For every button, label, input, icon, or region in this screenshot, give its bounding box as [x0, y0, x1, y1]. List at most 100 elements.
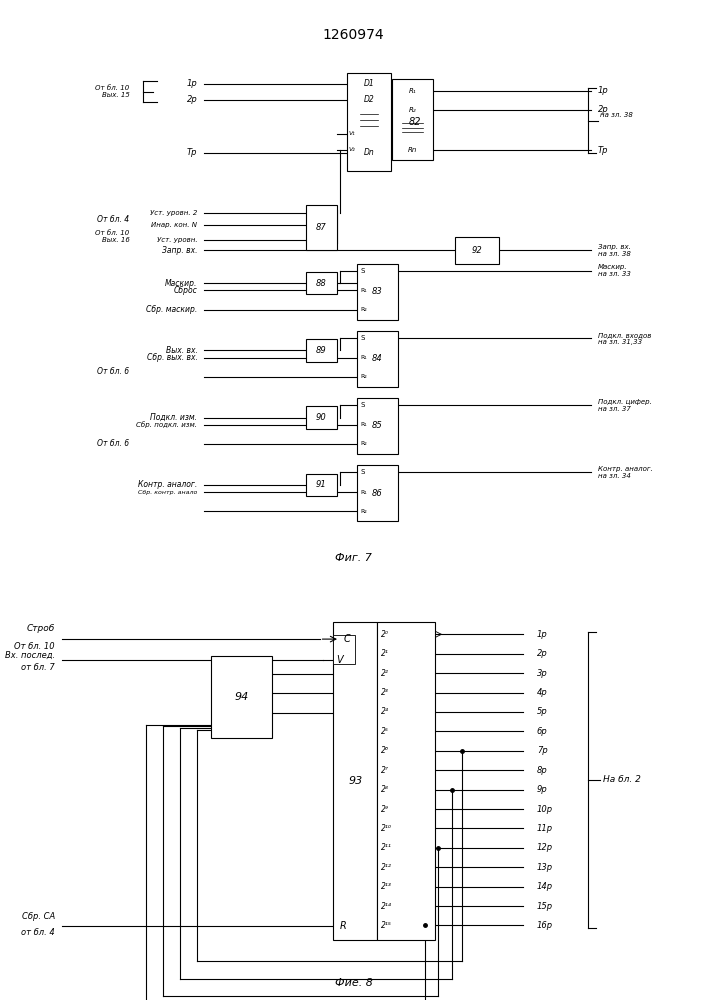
Text: 82: 82 — [409, 117, 421, 127]
Text: 2⁸: 2⁸ — [380, 785, 389, 794]
Text: Сбр. подкл. изм.: Сбр. подкл. изм. — [136, 421, 197, 428]
Text: Подкл. изм.: Подкл. изм. — [151, 413, 197, 422]
Text: Вх. послед.: Вх. послед. — [5, 651, 55, 660]
Text: От бл. 10
Вых. 16: От бл. 10 Вых. 16 — [95, 230, 129, 243]
Text: Тр: Тр — [187, 148, 197, 157]
Text: 91: 91 — [316, 480, 327, 489]
Text: V₂: V₂ — [349, 147, 356, 152]
Text: На бл. 2: На бл. 2 — [602, 775, 641, 784]
Text: 2р: 2р — [537, 649, 547, 658]
Text: 1р: 1р — [598, 86, 609, 95]
Text: Контр. аналог.: Контр. аналог. — [138, 480, 197, 489]
Text: Сброс: Сброс — [173, 286, 197, 295]
Bar — [306, 272, 337, 294]
Text: 2³: 2³ — [380, 688, 389, 697]
Text: 87: 87 — [316, 223, 327, 232]
Text: R₁: R₁ — [409, 88, 416, 94]
Text: S: S — [361, 335, 365, 341]
Text: От бл. 6: От бл. 6 — [98, 439, 129, 448]
Bar — [357, 331, 397, 387]
Text: 2¹²: 2¹² — [380, 863, 392, 872]
Text: на зл. 38: на зл. 38 — [600, 112, 633, 118]
Text: R₁: R₁ — [361, 490, 367, 495]
Text: Сбр. вых. вх.: Сбр. вых. вх. — [146, 353, 197, 362]
Bar — [333, 635, 355, 664]
Text: 90: 90 — [316, 413, 327, 422]
Text: Фие. 8: Фие. 8 — [334, 978, 373, 988]
Text: S: S — [361, 469, 365, 475]
Text: 88: 88 — [316, 279, 327, 288]
Text: Фиг. 7: Фиг. 7 — [335, 553, 372, 563]
Text: Вых. вх.: Вых. вх. — [165, 346, 197, 355]
Text: R₂: R₂ — [361, 307, 367, 312]
Text: 14р: 14р — [537, 882, 553, 891]
Text: 2⁴: 2⁴ — [380, 707, 389, 716]
Text: 5р: 5р — [537, 707, 547, 716]
Text: От бл. 4: От бл. 4 — [98, 215, 129, 224]
Text: 2¹⁰: 2¹⁰ — [380, 824, 392, 833]
Text: 2р: 2р — [598, 105, 609, 114]
Text: R₂: R₂ — [409, 107, 416, 113]
Text: 1260974: 1260974 — [322, 28, 385, 42]
Text: Инар. кон. N: Инар. кон. N — [151, 222, 197, 228]
Text: Сбр. СА: Сбр. СА — [22, 912, 55, 921]
Text: 2⁹: 2⁹ — [380, 805, 389, 814]
Text: 2р: 2р — [187, 95, 197, 104]
Text: Dn: Dn — [363, 148, 374, 157]
Text: 2¹: 2¹ — [380, 649, 389, 658]
Text: 2¹⁵: 2¹⁵ — [380, 921, 392, 930]
Text: 4р: 4р — [537, 688, 547, 697]
Bar — [306, 406, 337, 429]
Text: Rn: Rn — [408, 147, 417, 153]
Text: Уст. уровн. 2: Уст. уровн. 2 — [150, 210, 197, 216]
Text: Контр. аналог.
на зл. 34: Контр. аналог. на зл. 34 — [598, 466, 653, 479]
Text: От бл. 10: От бл. 10 — [14, 642, 55, 651]
Text: 85: 85 — [372, 422, 382, 430]
Text: Запр. вх.: Запр. вх. — [162, 246, 197, 255]
Text: 8р: 8р — [537, 766, 547, 775]
Text: 7р: 7р — [537, 746, 547, 755]
Bar — [357, 398, 397, 454]
Text: 2⁵: 2⁵ — [380, 727, 389, 736]
Text: D1: D1 — [363, 79, 374, 88]
Bar — [357, 264, 397, 320]
Text: Подкл. цифер.
на зл. 37: Подкл. цифер. на зл. 37 — [598, 399, 652, 412]
Text: 16р: 16р — [537, 921, 553, 930]
Text: 94: 94 — [235, 692, 249, 702]
Text: 89: 89 — [316, 346, 327, 355]
Bar — [306, 205, 337, 250]
Text: S: S — [361, 268, 365, 274]
Bar — [378, 622, 435, 940]
Text: 86: 86 — [372, 489, 382, 498]
Text: 6р: 6р — [537, 727, 547, 736]
Text: 2¹³: 2¹³ — [380, 882, 392, 891]
Text: От бл. 6: От бл. 6 — [98, 367, 129, 376]
Text: R: R — [340, 921, 346, 931]
Text: D2: D2 — [363, 95, 374, 104]
Text: 84: 84 — [372, 354, 382, 363]
Text: Сбр. маскир.: Сбр. маскир. — [146, 305, 197, 314]
Bar — [357, 465, 397, 521]
Bar — [455, 237, 499, 264]
Text: C: C — [344, 634, 350, 644]
Text: R₁: R₁ — [361, 422, 367, 427]
Text: от бл. 7: от бл. 7 — [21, 663, 55, 672]
Bar — [306, 474, 337, 496]
Text: V₁: V₁ — [349, 131, 356, 136]
Text: 11р: 11р — [537, 824, 553, 833]
Bar — [346, 73, 391, 171]
Text: R₁: R₁ — [361, 355, 367, 360]
Bar — [306, 339, 337, 362]
Text: 92: 92 — [472, 246, 483, 255]
Text: 2⁷: 2⁷ — [380, 766, 389, 775]
Text: от бл. 4: от бл. 4 — [21, 928, 55, 937]
Bar — [392, 79, 433, 160]
Text: 93: 93 — [348, 776, 362, 786]
Text: S: S — [361, 402, 365, 408]
Text: Маскир.: Маскир. — [165, 279, 197, 288]
Text: R₂: R₂ — [361, 441, 367, 446]
Text: Подкл. входов
на зл. 31,33: Подкл. входов на зл. 31,33 — [598, 332, 651, 345]
Text: 2¹⁴: 2¹⁴ — [380, 902, 392, 911]
Text: От бл. 10
Вых. 15: От бл. 10 Вых. 15 — [95, 85, 129, 98]
Text: 2⁰: 2⁰ — [380, 630, 389, 639]
